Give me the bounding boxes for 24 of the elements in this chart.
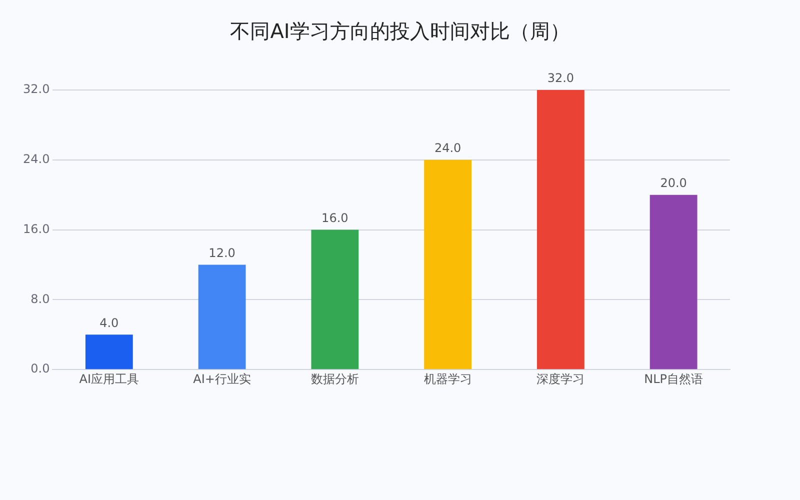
y-tick-label: 32.0: [23, 82, 50, 96]
bar: [536, 90, 584, 370]
bar: [424, 160, 472, 370]
data-label: 4.0: [100, 316, 119, 330]
chart-title: 不同AI学习方向的投入时间对比（周）: [229, 18, 571, 45]
bar: [650, 194, 698, 370]
bar: [85, 334, 133, 370]
y-tick-label: 16.0: [23, 222, 50, 236]
x-tick-label: 数据分析: [310, 372, 359, 386]
y-tick-label: 8.0: [30, 292, 50, 306]
x-tick-label: 机器学习: [424, 372, 472, 386]
y-tick-label: 0.0: [30, 362, 50, 376]
bar: [198, 264, 246, 370]
data-label: 24.0: [434, 141, 462, 156]
x-tick-label: NLP自然语: [644, 372, 704, 386]
x-tick-label: AI应用工具: [79, 372, 140, 386]
data-label: 20.0: [660, 176, 687, 190]
data-label: 16.0: [322, 210, 348, 225]
bar: [311, 230, 359, 370]
y-tick-label: 24.0: [23, 152, 50, 166]
data-label: 12.0: [208, 246, 236, 260]
data-label: 32.0: [547, 71, 574, 86]
x-tick-label: 深度学习: [536, 372, 585, 386]
x-tick-label: AI+行业实: [193, 372, 251, 386]
